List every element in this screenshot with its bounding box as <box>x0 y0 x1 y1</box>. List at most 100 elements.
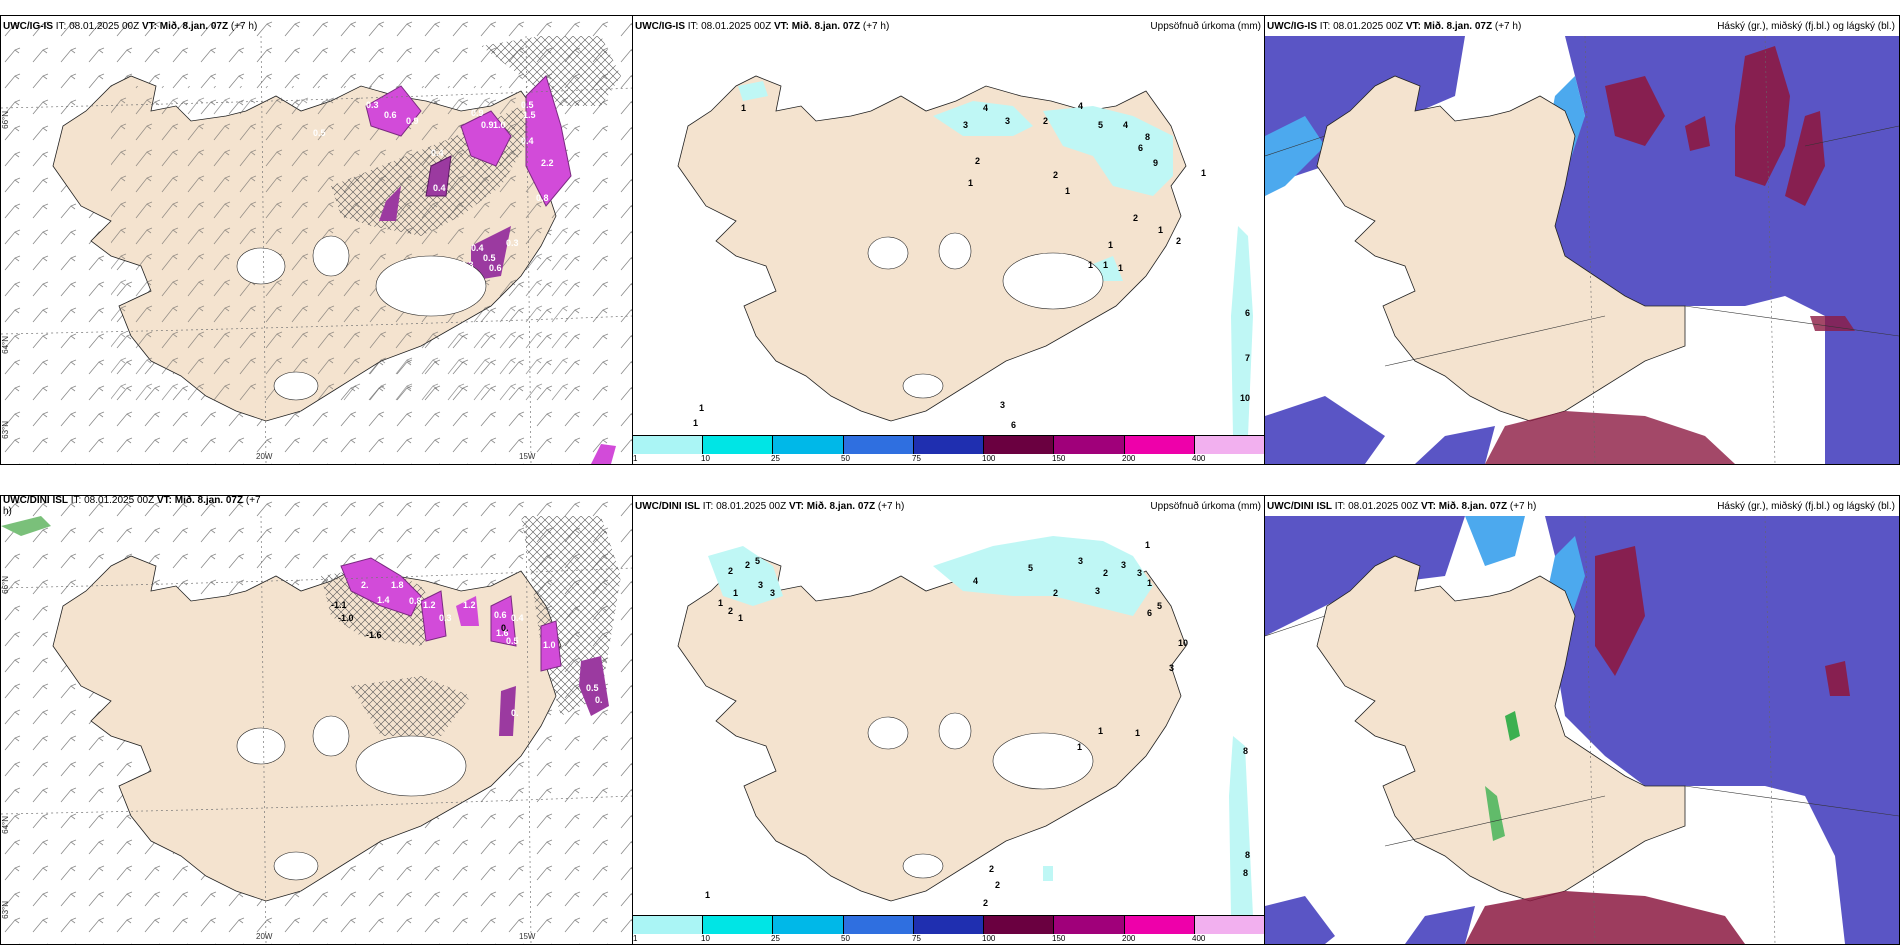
svg-text:0.5: 0.5 <box>483 253 496 263</box>
svg-text:1: 1 <box>1118 263 1123 273</box>
panel-bottom-mid-precip: UWC/DINI ISL IT: 08.01.2025 00Z VT: Mið.… <box>632 495 1266 945</box>
colorbar-labels: 1 10 25 50 75 100 150 200 400 <box>633 934 1206 943</box>
svg-text:8: 8 <box>1145 132 1150 142</box>
svg-text:2: 2 <box>728 566 733 576</box>
svg-text:10: 10 <box>1240 393 1250 403</box>
panel-header: UWC/IG-IS IT: 08.01.2025 00Z VT: Mið. 8.… <box>635 21 890 32</box>
svg-text:0.3: 0.3 <box>506 238 519 248</box>
svg-text:5: 5 <box>1028 563 1033 573</box>
svg-text:7: 7 <box>1245 353 1250 363</box>
svg-text:1: 1 <box>699 403 704 413</box>
svg-text:1: 1 <box>1108 240 1113 250</box>
lon-label: 20W <box>256 452 273 461</box>
svg-text:8: 8 <box>1243 868 1248 878</box>
svg-text:3: 3 <box>963 120 968 130</box>
precip-colorbar <box>633 915 1265 934</box>
svg-text:1.4: 1.4 <box>377 595 390 605</box>
svg-text:10: 10 <box>1178 638 1188 648</box>
panel-header: UWC/IG-IS IT: 08.01.2025 00Z VT: Mið. 8.… <box>1267 21 1522 32</box>
wind-value: 0.3 <box>366 100 379 110</box>
svg-text:3: 3 <box>1005 116 1010 126</box>
colorbar-labels: 1 10 25 50 75 100 150 200 400 <box>633 454 1206 463</box>
svg-text:1.6: 1.6 <box>496 628 509 638</box>
svg-text:1: 1 <box>738 613 743 623</box>
svg-text:2: 2 <box>1053 588 1058 598</box>
svg-text:2: 2 <box>995 880 1000 890</box>
svg-text:0.4: 0.4 <box>471 243 484 253</box>
svg-text:1: 1 <box>968 178 973 188</box>
svg-text:3: 3 <box>770 588 775 598</box>
svg-text:1.2: 1.2 <box>463 600 476 610</box>
svg-text:0.6: 0.6 <box>489 263 502 273</box>
svg-text:2: 2 <box>1176 236 1181 246</box>
panel-top-mid-precip: UWC/IG-IS IT: 08.01.2025 00Z VT: Mið. 8.… <box>632 15 1266 465</box>
svg-text:1: 1 <box>1088 260 1093 270</box>
panel-header: UWC/IG-IS IT: 08.01.2025 00Z VT: Mið. 8.… <box>3 21 258 32</box>
svg-text:0.5: 0.5 <box>313 128 326 138</box>
svg-text:4: 4 <box>1123 120 1128 130</box>
panel-title-right: Háský (gr.), miðský (fj.bl.) og lágský (… <box>1717 501 1895 512</box>
svg-text:1: 1 <box>1145 540 1150 550</box>
svg-text:0.5: 0.5 <box>521 100 534 110</box>
svg-text:2: 2 <box>1053 170 1058 180</box>
svg-text:1: 1 <box>1201 168 1206 178</box>
panel-bottom-left-wind: UWC/DINI ISL IT: 08.01.2025 00Z VT: Mið.… <box>0 495 634 945</box>
svg-text:0.8: 0.8 <box>536 193 549 203</box>
lat-label: 66°N <box>1 111 10 129</box>
svg-text:1: 1 <box>1158 225 1163 235</box>
svg-text:0.6: 0.6 <box>384 110 397 120</box>
svg-text:1.2: 1.2 <box>423 600 436 610</box>
panel-bottom-right-clouds: UWC/DINI ISL IT: 08.01.2025 00Z VT: Mið.… <box>1264 495 1900 945</box>
svg-text:-1.0: -1.0 <box>338 613 354 623</box>
svg-text:0.4: 0.4 <box>431 148 444 158</box>
svg-text:1: 1 <box>1065 186 1070 196</box>
svg-text:1.0: 1.0 <box>543 640 556 650</box>
svg-text:1: 1 <box>733 588 738 598</box>
svg-text:0.4: 0.4 <box>511 613 524 623</box>
svg-text:6: 6 <box>1147 608 1152 618</box>
svg-text:0.4: 0.4 <box>433 183 446 193</box>
svg-text:0.5: 0.5 <box>586 683 599 693</box>
svg-text:2: 2 <box>745 560 750 570</box>
panel-top-left-wind: UWC/IG-IS IT: 08.01.2025 00Z VT: Mið. 8.… <box>0 15 634 465</box>
svg-text:0.5: 0.5 <box>506 636 519 646</box>
svg-text:1: 1 <box>705 890 710 900</box>
svg-text:3: 3 <box>1095 586 1100 596</box>
svg-text:2: 2 <box>1133 213 1138 223</box>
svg-text:-1.6: -1.6 <box>366 630 382 640</box>
panel-header: UWC/DINI ISL IT: 08.01.2025 00Z VT: Mið.… <box>1267 501 1537 512</box>
svg-text:2: 2 <box>989 864 994 874</box>
iceland-land <box>677 555 1187 902</box>
svg-text:0.9: 0.9 <box>471 108 484 118</box>
panel-title-right: Uppsöfnuð úrkoma (mm) <box>1150 21 1261 32</box>
iceland-land <box>677 75 1187 422</box>
svg-text:1: 1 <box>693 418 698 428</box>
svg-text:6: 6 <box>1138 143 1143 153</box>
svg-text:8: 8 <box>1243 746 1248 756</box>
precip-colorbar <box>633 435 1265 454</box>
iceland-land <box>1316 555 1686 902</box>
panel-header: UWC/DINI ISL IT: 08.01.2025 00Z VT: Mið.… <box>3 495 261 517</box>
svg-text:3: 3 <box>758 580 763 590</box>
svg-text:5: 5 <box>755 556 760 566</box>
iceland-land <box>1316 75 1686 422</box>
svg-text:0.9: 0.9 <box>481 120 494 130</box>
svg-text:0.8: 0.8 <box>409 596 422 606</box>
svg-text:2: 2 <box>983 898 988 908</box>
svg-text:1.8: 1.8 <box>391 580 404 590</box>
cloud-map <box>1265 515 1899 944</box>
svg-text:6: 6 <box>1011 420 1016 430</box>
panel-top-right-clouds: UWC/IG-IS IT: 08.01.2025 00Z VT: Mið. 8.… <box>1264 15 1900 465</box>
precip-value: 1 <box>741 103 746 113</box>
svg-text:2.2: 2.2 <box>541 158 554 168</box>
svg-text:1: 1 <box>1103 260 1108 270</box>
svg-text:5: 5 <box>1098 120 1103 130</box>
precip-map: 2 2 1 3 3 5 1 2 1 4 5 3 2 3 3 2 1 3 1 6 … <box>677 536 1253 916</box>
svg-text:1: 1 <box>1147 578 1152 588</box>
panel-title-right: Háský (gr.), miðský (fj.bl.) og lágský (… <box>1717 21 1895 32</box>
svg-text:2: 2 <box>1043 116 1048 126</box>
svg-text:3: 3 <box>1137 568 1142 578</box>
svg-text:1.5: 1.5 <box>523 110 536 120</box>
svg-text:3: 3 <box>1000 400 1005 410</box>
svg-text:6: 6 <box>1245 308 1250 318</box>
